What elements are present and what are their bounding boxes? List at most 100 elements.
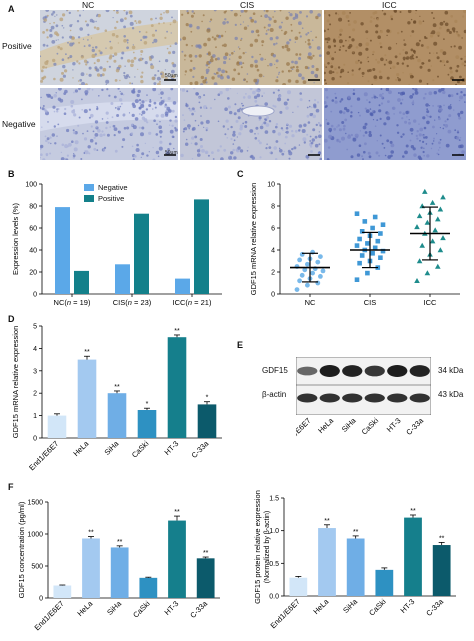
nucleus-dot — [46, 36, 49, 39]
nucleus-dot — [410, 18, 413, 21]
nucleus-dot — [217, 67, 222, 72]
nucleus-dot — [149, 99, 152, 101]
nucleus-dot — [344, 107, 348, 111]
nucleus-dot — [224, 18, 227, 21]
nucleus-dot — [99, 66, 103, 70]
nucleus-dot — [189, 108, 193, 112]
nucleus-dot — [328, 134, 333, 139]
nucleus-dot — [83, 152, 85, 154]
point-nc — [318, 274, 323, 279]
x-tick-label: ICC(n = 21) — [173, 298, 212, 307]
x-tick-label: End1/E6E7 — [269, 597, 302, 630]
nucleus-dot — [411, 133, 413, 135]
nucleus-dot — [314, 143, 319, 148]
y-tick-label: 0 — [33, 292, 37, 299]
nucleus-dot — [61, 24, 64, 27]
nucleus-dot — [253, 78, 258, 83]
nucleus-dot — [409, 127, 414, 132]
x-tick-label: CaSki — [130, 439, 151, 460]
nucleus-dot — [57, 107, 60, 111]
micrograph-cis-positive-texture — [180, 10, 322, 85]
nucleus-dot — [358, 42, 363, 47]
nucleus-dot — [130, 132, 134, 135]
nucleus-dot — [71, 24, 73, 26]
nucleus-dot — [433, 17, 435, 20]
nucleus-dot — [45, 10, 49, 12]
nucleus-dot — [339, 28, 343, 33]
nucleus-dot — [47, 121, 49, 123]
nucleus-dot — [319, 157, 322, 160]
nucleus-dot — [265, 10, 269, 13]
nucleus-dot — [224, 107, 228, 111]
nucleus-dot — [438, 116, 440, 118]
nucleus-dot — [137, 20, 142, 24]
nucleus-dot — [290, 29, 293, 32]
bar-end1-e6e7 — [289, 577, 308, 596]
nucleus-dot — [375, 24, 379, 28]
nucleus-dot — [110, 102, 114, 105]
x-tick-label: SiHa — [105, 598, 123, 616]
nucleus-dot — [244, 125, 248, 128]
nucleus-dot — [304, 41, 307, 43]
nucleus-dot — [87, 145, 91, 149]
nucleus-dot — [324, 37, 328, 41]
nucleus-dot — [121, 145, 124, 148]
nucleus-dot — [264, 118, 268, 122]
nucleus-dot — [182, 130, 185, 133]
point-cis — [372, 245, 378, 251]
nucleus-dot — [159, 89, 162, 91]
nucleus-dot — [56, 14, 58, 16]
nucleus-dot — [152, 41, 154, 44]
nucleus-dot — [366, 99, 368, 101]
nucleus-dot — [368, 155, 372, 159]
nucleus-dot — [462, 15, 465, 18]
nucleus-dot — [144, 61, 148, 65]
nucleus-dot — [421, 146, 424, 149]
nucleus-dot — [61, 36, 64, 39]
nucleus-dot — [250, 18, 254, 23]
nucleus-dot — [358, 51, 363, 56]
nucleus-dot — [233, 12, 238, 17]
nucleus-dot — [269, 37, 273, 41]
nucleus-dot — [213, 72, 216, 75]
nucleus-dot — [424, 136, 428, 139]
nucleus-dot — [131, 145, 134, 148]
nucleus-dot — [237, 108, 241, 113]
nucleus-dot — [369, 20, 373, 23]
nucleus-dot — [444, 124, 449, 128]
nucleus-dot — [456, 64, 460, 68]
nucleus-dot — [409, 95, 414, 99]
y-tick-label: 5 — [33, 324, 37, 331]
nucleus-dot — [285, 16, 289, 20]
nucleus-dot — [404, 120, 408, 124]
nucleus-dot — [260, 57, 264, 61]
nucleus-dot — [338, 35, 341, 39]
y-tick-label: 2 — [33, 391, 37, 398]
panel-letter-b: B — [8, 169, 15, 179]
nucleus-dot — [459, 137, 462, 139]
nucleus-dot — [183, 119, 186, 121]
nucleus-dot — [423, 154, 425, 157]
nucleus-dot — [436, 152, 439, 155]
nucleus-dot — [126, 41, 129, 44]
bar-end1-e6e7 — [53, 585, 72, 598]
nucleus-dot — [163, 12, 165, 14]
nucleus-dot — [186, 10, 189, 13]
nucleus-dot — [113, 10, 116, 12]
nucleus-dot — [72, 69, 74, 71]
row-label-negative: Negative — [2, 119, 36, 129]
nucleus-dot — [236, 136, 238, 138]
nucleus-dot — [252, 90, 256, 95]
nucleus-dot — [408, 119, 410, 121]
nucleus-dot — [105, 79, 110, 84]
nucleus-dot — [279, 10, 282, 12]
nucleus-dot — [229, 88, 232, 90]
nucleus-dot — [371, 110, 374, 113]
nucleus-dot — [105, 83, 107, 85]
nucleus-dot — [46, 137, 50, 141]
nucleus-dot — [318, 122, 321, 125]
nucleus-dot — [305, 15, 309, 18]
nucleus-dot — [131, 113, 135, 117]
nucleus-dot — [62, 13, 66, 17]
nucleus-dot — [324, 11, 326, 15]
